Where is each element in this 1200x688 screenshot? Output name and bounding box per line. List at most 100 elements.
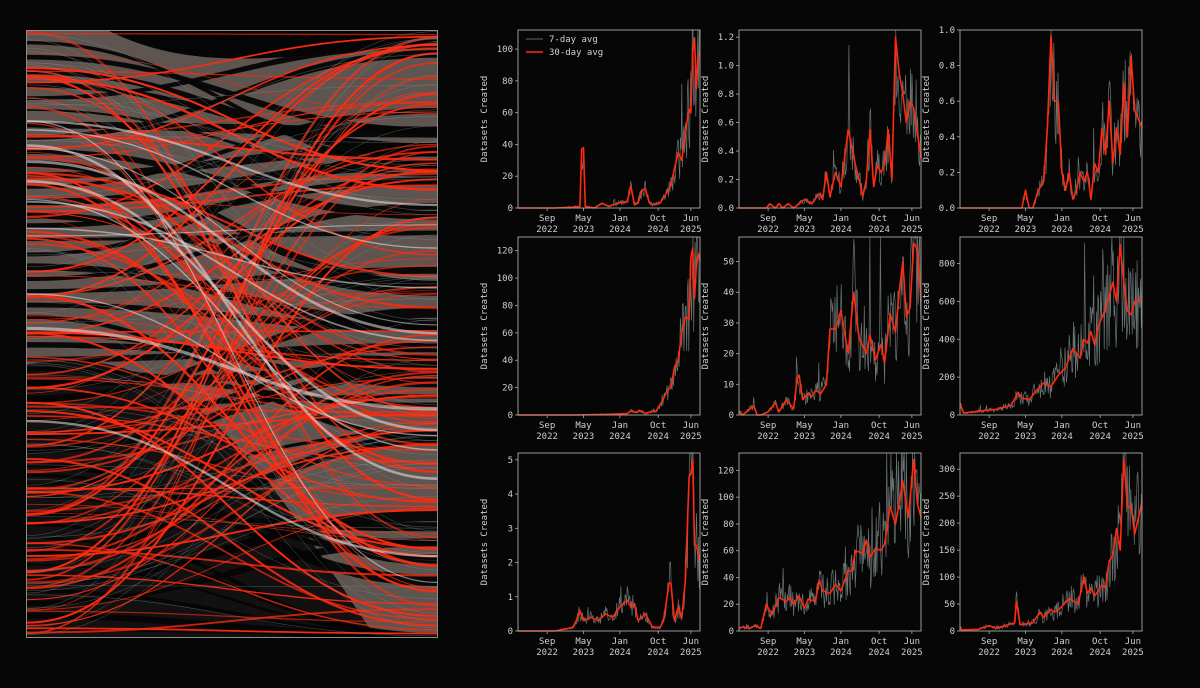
- y-tick-label: 20: [723, 600, 734, 610]
- x-tick-label: Jan: [833, 214, 849, 224]
- y-tick-label: 0.6: [939, 97, 955, 107]
- x-tick-label: 2022: [757, 648, 779, 658]
- y-tick-label: 1.0: [939, 26, 955, 36]
- x-tick-label: 2023: [794, 225, 816, 235]
- x-tick-label: 2024: [868, 432, 890, 442]
- x-tick-label: Jun: [683, 637, 699, 647]
- x-tick-label: Jan: [1054, 214, 1070, 224]
- series-7day-avg: [518, 29, 700, 209]
- y-tick-label: 0.2: [939, 168, 955, 178]
- y-tick-label: 0.0: [718, 204, 734, 214]
- x-tick-label: 2023: [1015, 648, 1037, 658]
- y-tick-label: 200: [939, 373, 955, 383]
- x-tick-label: 2025: [901, 225, 923, 235]
- y-tick-label: 80: [723, 520, 734, 530]
- x-tick-label: May: [796, 421, 813, 431]
- y-axis-label: Datasets Created: [701, 76, 711, 163]
- y-tick-label: 60: [502, 109, 513, 119]
- x-tick-label: May: [796, 637, 813, 647]
- y-tick-label: 0.4: [939, 133, 955, 143]
- x-tick-label: 2025: [680, 225, 702, 235]
- y-tick-label: 20: [502, 172, 513, 182]
- series-30day-avg: [738, 242, 922, 416]
- x-tick-label: Oct: [871, 214, 887, 224]
- x-tick-label: Sep: [760, 421, 776, 431]
- plot-frame: [738, 29, 922, 209]
- x-tick-label: 2022: [757, 225, 779, 235]
- x-tick-label: Oct: [871, 637, 887, 647]
- x-tick-label: Jan: [1054, 637, 1070, 647]
- x-tick-label: Sep: [981, 421, 997, 431]
- x-tick-label: May: [575, 637, 592, 647]
- y-tick-label: 0: [950, 627, 955, 637]
- x-tick-label: Jan: [1054, 421, 1070, 431]
- y-tick-label: 2: [508, 559, 513, 569]
- x-tick-label: 2024: [830, 432, 852, 442]
- x-tick-label: 2024: [1051, 648, 1073, 658]
- plot-frame: [738, 452, 922, 632]
- y-tick-label: 80: [502, 301, 513, 311]
- subplot-r2c1: Datasets Created 0 20 40 60 80 100 120 Sep 2022 Ma…: [478, 236, 704, 449]
- y-axis-label: Datasets Created: [701, 499, 711, 586]
- y-tick-label: 100: [497, 274, 513, 284]
- y-tick-label: 150: [939, 546, 955, 556]
- x-tick-label: 2024: [609, 225, 631, 235]
- series-30day-avg: [959, 457, 1143, 631]
- x-tick-label: May: [1017, 214, 1034, 224]
- subplot-r1c1: Datasets Created 0 20 40 60 80 100 Sep 2022 May 20…: [478, 29, 704, 242]
- legend-label: 30-day avg: [549, 48, 603, 58]
- x-tick-label: 2022: [536, 225, 558, 235]
- y-tick-label: 200: [939, 519, 955, 529]
- subplot-r3c2: Datasets Created 0 20 40 60 80 100 120 Sep 2022 Ma…: [699, 452, 925, 665]
- y-tick-label: 0: [729, 627, 734, 637]
- y-axis-label: Datasets Created: [480, 283, 490, 370]
- x-tick-label: Oct: [650, 637, 666, 647]
- y-tick-label: 4: [508, 490, 513, 500]
- x-tick-label: May: [1017, 637, 1034, 647]
- subplot-r3c1: Datasets Created 0 1 2 3 4 5 Sep 2022 May 2023 Jan 2…: [478, 452, 704, 665]
- x-tick-label: 2025: [1122, 648, 1144, 658]
- y-tick-label: 1: [508, 593, 513, 603]
- y-tick-label: 0: [729, 411, 734, 421]
- x-tick-label: 2023: [794, 432, 816, 442]
- x-tick-label: Jan: [833, 421, 849, 431]
- x-tick-label: 2024: [868, 648, 890, 658]
- y-tick-label: 100: [718, 493, 734, 503]
- y-tick-label: 0.0: [939, 204, 955, 214]
- series-7day-avg: [518, 236, 701, 416]
- y-tick-label: 0.2: [718, 176, 734, 186]
- x-tick-label: May: [1017, 421, 1034, 431]
- series-30day-avg: [959, 243, 1143, 414]
- y-tick-label: 5: [508, 456, 513, 466]
- x-tick-label: 2025: [680, 432, 702, 442]
- flow-diagram: [27, 31, 437, 637]
- y-tick-label: 0: [508, 204, 513, 214]
- y-tick-label: 0.8: [939, 62, 955, 72]
- plot-frame: [517, 29, 701, 209]
- x-tick-label: 2023: [1015, 225, 1037, 235]
- subplot-r2c2: Datasets Created 0 10 20 30 40 50 Sep 2022 May 202…: [699, 235, 925, 449]
- y-tick-label: 40: [502, 356, 513, 366]
- x-tick-label: 2023: [573, 432, 595, 442]
- x-tick-label: Oct: [1092, 421, 1108, 431]
- x-tick-label: 2025: [1122, 432, 1144, 442]
- x-tick-label: 2024: [609, 432, 631, 442]
- flow-white-strands: [27, 120, 437, 583]
- x-tick-label: Oct: [1092, 214, 1108, 224]
- y-tick-label: 60: [723, 547, 734, 557]
- flow-diagram-panel: [26, 30, 438, 638]
- y-tick-label: 30: [723, 319, 734, 329]
- plot-frame: [517, 452, 701, 632]
- x-tick-label: Sep: [539, 421, 555, 431]
- subplot-r3c3: Datasets Created 0 50 100 150 200 250 300 Sep 202…: [920, 452, 1146, 665]
- x-tick-label: 2022: [978, 432, 1000, 442]
- x-tick-label: Sep: [981, 637, 997, 647]
- x-tick-label: 2024: [830, 648, 852, 658]
- y-tick-label: 20: [723, 350, 734, 360]
- series-30day-avg: [738, 458, 922, 630]
- series-30day-avg: [518, 247, 701, 416]
- x-tick-label: Sep: [981, 214, 997, 224]
- y-tick-label: 120: [718, 466, 734, 476]
- y-axis-label: Datasets Created: [480, 76, 490, 163]
- y-tick-label: 0: [508, 627, 513, 637]
